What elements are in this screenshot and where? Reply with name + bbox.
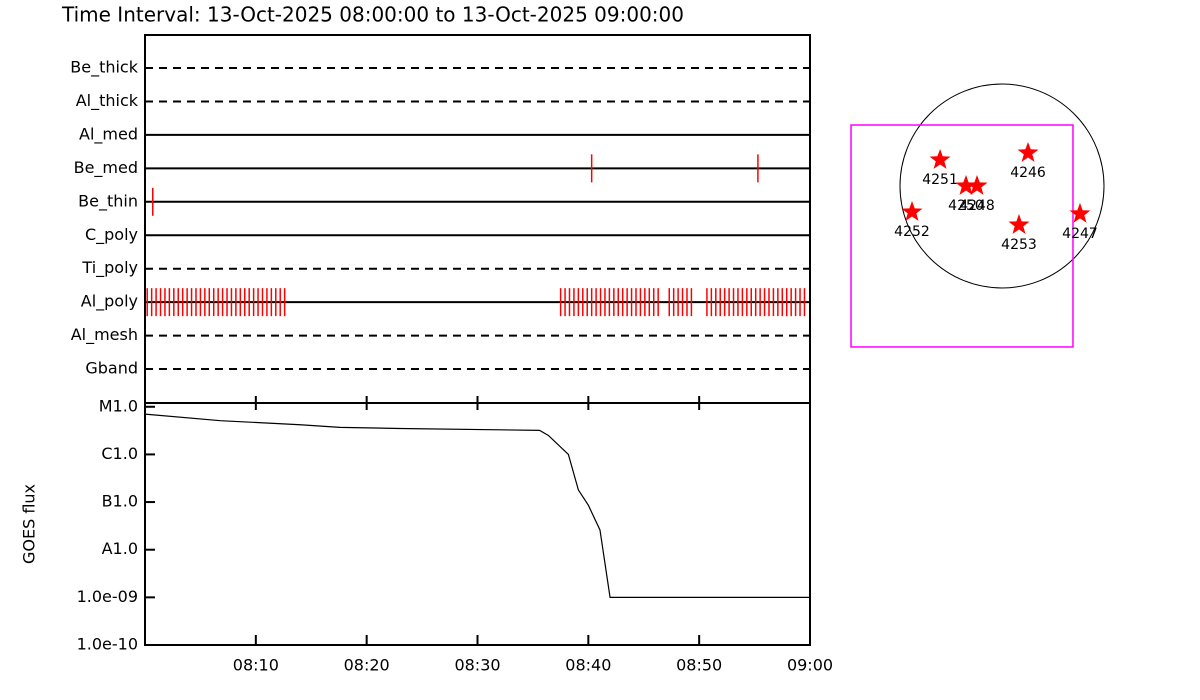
row-label: Al_mesh	[71, 325, 138, 345]
row-label: Be_thick	[70, 58, 138, 78]
row-label: Al_thick	[76, 91, 139, 111]
row-label: Ti_poly	[81, 258, 138, 278]
y-tick-label: B1.0	[102, 492, 138, 511]
bottom-panel-frame	[144, 402, 811, 646]
region-label: 4250	[948, 198, 984, 214]
x-tick-label: 08:40	[565, 656, 611, 675]
row-label: Be_med	[74, 158, 138, 178]
y-tick-label: 1.0e-10	[77, 635, 138, 654]
active-region	[955, 175, 977, 195]
row-label: Be_thin	[78, 191, 138, 211]
y-axis-label: GOES flux	[20, 484, 39, 564]
field-of-view	[850, 124, 1074, 348]
region-label: 4251	[922, 172, 958, 188]
row-label: Gband	[85, 359, 138, 378]
x-tick-label: 08:10	[233, 656, 279, 675]
active-region	[966, 175, 988, 195]
row-label: Al_med	[79, 124, 138, 144]
region-label: 4246	[1010, 165, 1046, 181]
y-tick-label: C1.0	[101, 444, 138, 463]
region-label: 4247	[1062, 226, 1098, 242]
active-region	[1069, 202, 1091, 223]
region-label: 4253	[1001, 237, 1037, 253]
active-region	[901, 201, 923, 221]
x-tick-label: 08:20	[344, 656, 390, 675]
solar-disk	[899, 83, 1105, 289]
y-tick-label: M1.0	[99, 396, 138, 415]
x-tick-label: 08:30	[454, 656, 500, 675]
row-label: C_poly	[85, 225, 138, 245]
chart-title: Time Interval: 13-Oct-2025 08:00:00 to 1…	[61, 3, 684, 27]
y-tick-label: 1.0e-09	[77, 587, 138, 606]
active-region	[929, 149, 951, 169]
top-panel-frame	[144, 34, 811, 404]
active-region	[1008, 214, 1030, 234]
flux-line	[144, 413, 810, 598]
x-tick-label: 09:00	[787, 656, 833, 675]
region-label: 4248	[959, 198, 995, 214]
y-tick-label: A1.0	[102, 539, 138, 558]
region-label: 4252	[894, 224, 930, 240]
x-tick-label: 08:50	[676, 656, 722, 675]
row-label: Al_poly	[81, 292, 138, 312]
active-region	[1017, 142, 1039, 162]
